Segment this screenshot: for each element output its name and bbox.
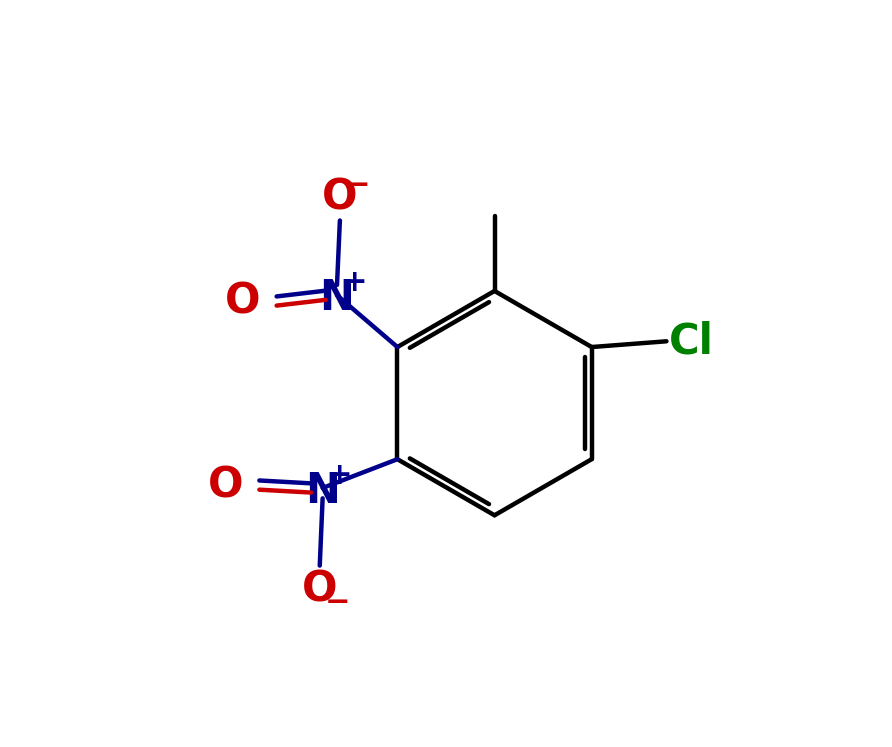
- Text: O: O: [225, 280, 260, 322]
- Text: O: O: [302, 568, 337, 611]
- Text: O: O: [208, 464, 244, 506]
- Text: −: −: [325, 589, 350, 618]
- Text: −: −: [344, 172, 370, 200]
- Text: Cl: Cl: [669, 320, 714, 362]
- Text: O: O: [322, 176, 358, 218]
- Text: N: N: [305, 470, 340, 512]
- Text: N: N: [319, 277, 354, 319]
- Text: +: +: [342, 268, 368, 297]
- Text: +: +: [327, 461, 352, 490]
